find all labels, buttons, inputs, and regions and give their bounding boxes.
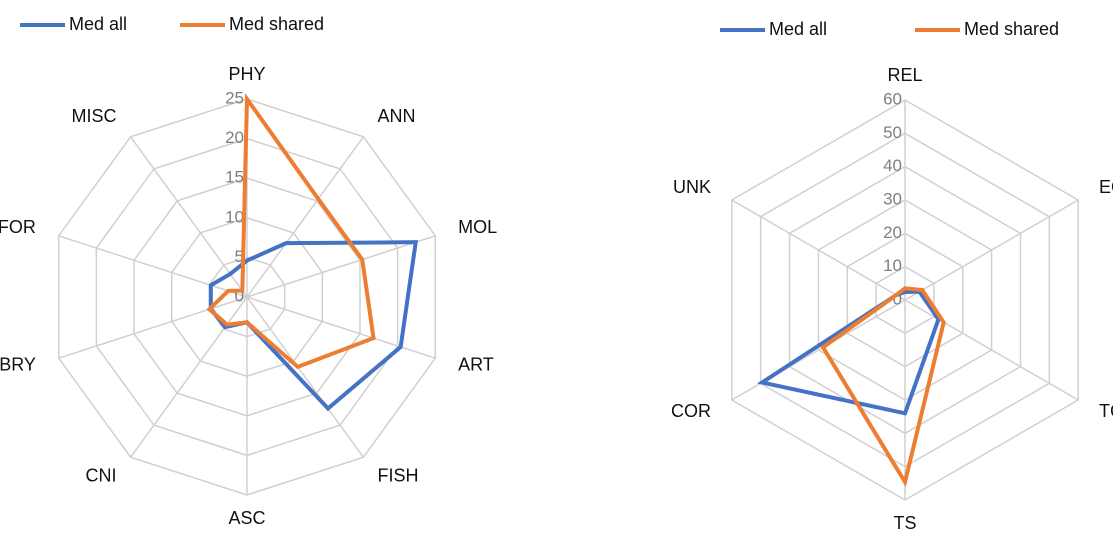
radar-chart: 0 5 10 15 20 25 PHY ANN MOL ART FISH ASC CNI BRY FOR MI… xyxy=(0,14,497,528)
category-label: UNK xyxy=(673,177,711,197)
spoke xyxy=(904,199,1079,301)
spoke xyxy=(904,299,1079,401)
legend-label: Med shared xyxy=(964,19,1059,39)
tick-label: 5 xyxy=(235,247,244,266)
tick-label: 60 xyxy=(883,89,902,108)
category-label: MOL xyxy=(458,217,497,237)
series-line xyxy=(820,286,946,488)
spoke xyxy=(246,296,436,359)
tick-label: 20 xyxy=(225,128,244,147)
category-label: ANN xyxy=(377,106,415,126)
category-label: COR xyxy=(671,401,711,421)
spoke xyxy=(246,296,364,458)
category-label: ART xyxy=(458,354,494,374)
spoke xyxy=(246,235,436,298)
tick-label: 10 xyxy=(883,256,902,275)
series-line xyxy=(206,92,376,370)
category-label: TC xyxy=(1099,401,1113,421)
category-label: CNI xyxy=(86,465,117,485)
legend-label: Med all xyxy=(69,14,127,34)
category-label: EC xyxy=(1099,177,1113,197)
spoke xyxy=(731,199,906,301)
tick-label: 15 xyxy=(225,168,244,187)
tick-label: 30 xyxy=(883,189,902,208)
tick-label: 0 xyxy=(893,289,902,308)
category-label: TS xyxy=(893,513,916,533)
category-label: FISH xyxy=(377,465,418,485)
category-label: REL xyxy=(887,65,922,85)
tick-label: 0 xyxy=(235,286,244,305)
spoke xyxy=(58,296,248,359)
legend-label: Med shared xyxy=(229,14,324,34)
category-label: ASC xyxy=(228,508,265,528)
tick-label: 20 xyxy=(883,223,902,242)
spoke xyxy=(246,136,364,298)
spoke xyxy=(58,235,248,298)
spoke xyxy=(130,296,248,458)
tick-label: 40 xyxy=(883,156,902,175)
radar-chart: 0 10 20 30 40 50 60 REL EC TC TS COR UNK Med all Med s… xyxy=(671,19,1113,533)
category-label: BRY xyxy=(0,354,36,374)
category-label: PHY xyxy=(228,64,265,84)
tick-label: 25 xyxy=(225,88,244,107)
category-label: MISC xyxy=(72,106,117,126)
tick-label: 50 xyxy=(883,123,902,142)
spoke xyxy=(130,136,248,298)
category-label: FOR xyxy=(0,217,36,237)
legend-label: Med all xyxy=(769,19,827,39)
tick-label: 10 xyxy=(225,207,244,226)
